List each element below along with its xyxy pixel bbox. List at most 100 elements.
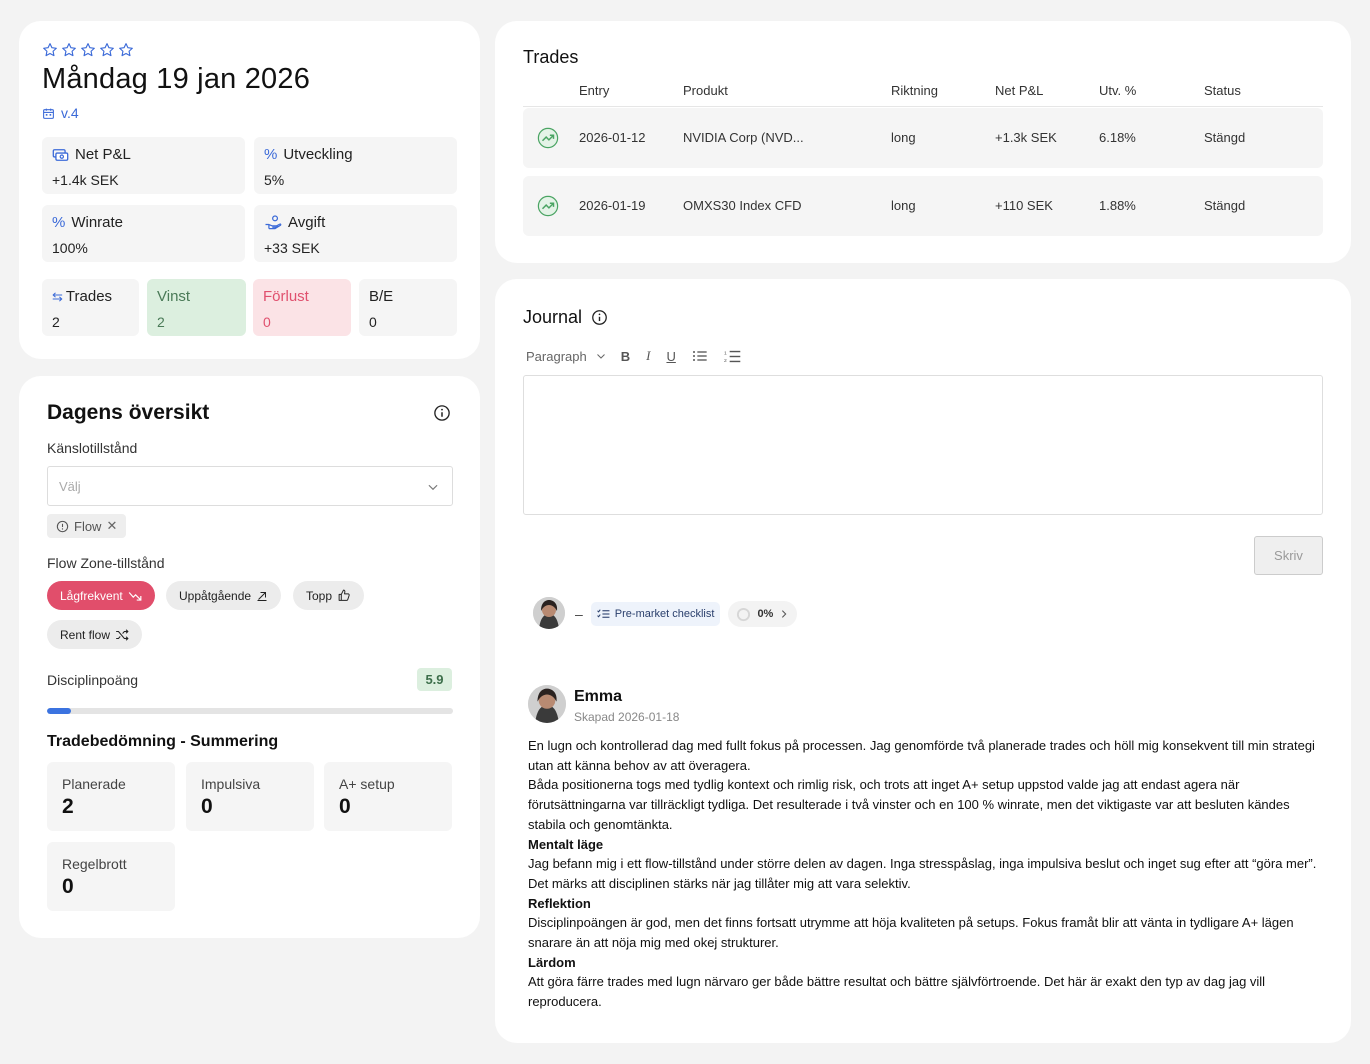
cell-direction: long: [891, 198, 916, 213]
summary-label: Planerade: [62, 776, 126, 792]
alert-circle-icon: [56, 520, 69, 532]
discipline-progress: [47, 708, 453, 714]
paragraph-style-select[interactable]: Paragraph: [526, 349, 607, 364]
cell-pct: 6.18%: [1099, 130, 1136, 145]
star-icon[interactable]: [99, 42, 115, 58]
summary-label: Regelbrott: [62, 856, 127, 872]
stat-fee: Avgift +33 SEK: [254, 205, 457, 262]
author-name: Emma: [574, 688, 623, 705]
summary-rulebreaks: Regelbrott 0: [47, 842, 175, 911]
svg-text:2: 2: [724, 358, 727, 364]
discipline-score-badge: 5.9: [417, 668, 452, 691]
stat-wins: Vinst 2: [147, 279, 246, 336]
flow-option-pure[interactable]: Rent flow: [47, 620, 143, 649]
stat-value: 100%: [52, 240, 88, 256]
checklist-progress-chip[interactable]: 0%: [728, 601, 798, 627]
entry-paragraph: Jag befann mig i ett flow-tillstånd unde…: [528, 856, 1317, 891]
bullet-list-icon[interactable]: [692, 349, 708, 363]
stat-value: 5%: [264, 172, 285, 188]
day-title: Måndag 19 jan 2026: [42, 63, 311, 95]
percent-icon: %: [52, 214, 66, 231]
cell-status: Stängd: [1204, 130, 1246, 145]
arrow-up-right-icon: [257, 591, 267, 601]
flow-option-peak[interactable]: Topp: [293, 581, 365, 610]
emotion-label: Känslotillstånd: [47, 440, 138, 456]
stat-value: +33 SEK: [264, 240, 320, 256]
cell-pnl: +1.3k SEK: [995, 130, 1057, 145]
pill-label: Rent flow: [60, 627, 111, 642]
progress-fill: [47, 708, 72, 714]
info-icon[interactable]: [433, 404, 451, 422]
cell-entry: 2026-01-19: [579, 198, 646, 213]
table-row[interactable]: 2026-01-19 OMXS30 Index CFD long +110 SE…: [523, 176, 1323, 236]
journal-title: Journal: [523, 307, 583, 327]
stat-label: Förlust: [263, 288, 309, 305]
hand-coins-icon: [265, 215, 282, 230]
calendar-icon: [43, 108, 54, 119]
stat-breakeven: B/E 0: [359, 279, 457, 336]
stat-value: 0: [263, 314, 271, 330]
flow-option-lowfreq[interactable]: Lågfrekvent: [47, 581, 155, 610]
flow-option-rising[interactable]: Uppåtgående: [166, 581, 282, 610]
write-button[interactable]: Skriv: [1254, 536, 1323, 575]
column-header[interactable]: Riktning: [891, 83, 938, 98]
close-icon[interactable]: ✕: [106, 518, 118, 533]
version-link[interactable]: v.4: [42, 105, 79, 121]
star-icon[interactable]: [80, 42, 96, 58]
summary-aplus: A+ setup 0: [324, 762, 452, 831]
shuffle-icon: [116, 628, 129, 641]
day-summary-card: Måndag 19 jan 2026 v.4 Net P&L +1.4k SEK…: [19, 21, 480, 359]
stat-value: 0: [369, 314, 377, 330]
pill-label: Topp: [306, 588, 333, 603]
bold-button[interactable]: B: [620, 348, 631, 364]
underline-button[interactable]: U: [666, 348, 676, 364]
entry-heading: Lärdom: [528, 954, 576, 970]
journal-editor[interactable]: [523, 375, 1323, 515]
column-header[interactable]: Utv. %: [1099, 83, 1137, 98]
summary-value: 0: [62, 875, 74, 898]
pill-label: Uppåtgående: [179, 588, 252, 603]
stat-growth: % Utveckling 5%: [254, 137, 457, 194]
stat-label: Vinst: [157, 288, 191, 305]
stat-value: 2: [157, 314, 165, 330]
star-icon[interactable]: [42, 42, 58, 58]
entry-paragraph: Att göra färre trades med lugn närvaro g…: [528, 974, 1266, 1010]
stat-label: Avgift: [288, 214, 326, 231]
journal-entry: En lugn och kontrollerad dag med fullt f…: [528, 736, 1318, 1012]
checklist-label: Pre-market checklist: [614, 608, 715, 620]
star-rating[interactable]: [42, 42, 134, 58]
column-header[interactable]: Entry: [579, 83, 610, 98]
flow-label: Flow Zone-tillstånd: [47, 555, 165, 571]
stat-label: B/E: [369, 288, 394, 305]
column-header[interactable]: Net P&L: [995, 83, 1044, 98]
star-icon[interactable]: [61, 42, 77, 58]
checklist-icon: [596, 609, 610, 618]
italic-button[interactable]: I: [646, 348, 651, 363]
table-row[interactable]: 2026-01-12 NVIDIA Corp (NVD... long +1.3…: [523, 108, 1323, 168]
entry-heading: Reflektion: [528, 895, 591, 911]
progress-ring-icon: [737, 607, 751, 621]
summary-value: 2: [62, 795, 74, 818]
checklist-chip[interactable]: Pre-market checklist: [590, 602, 721, 626]
summary-value: 0: [339, 795, 351, 818]
stat-label: Trades: [65, 288, 113, 305]
stat-net-pnl: Net P&L +1.4k SEK: [42, 137, 245, 194]
info-icon[interactable]: [591, 309, 608, 326]
summary-label: A+ setup: [339, 776, 395, 792]
stat-label: Utveckling: [283, 146, 353, 163]
column-header[interactable]: Status: [1204, 83, 1241, 98]
star-icon[interactable]: [118, 42, 134, 58]
select-placeholder: Välj: [59, 479, 81, 494]
divider: [523, 106, 1323, 107]
entry-paragraph: En lugn och kontrollerad dag med fullt f…: [528, 738, 1315, 773]
emotion-select[interactable]: Välj: [47, 466, 453, 506]
checklist-row: – Pre-market checklist 0%: [531, 599, 798, 629]
chevron-down-icon: [428, 484, 438, 491]
pill-label: Lågfrekvent: [60, 588, 123, 603]
cell-pnl: +110 SEK: [995, 198, 1053, 213]
column-header[interactable]: Produkt: [683, 83, 728, 98]
cell-entry: 2026-01-12: [579, 130, 646, 145]
